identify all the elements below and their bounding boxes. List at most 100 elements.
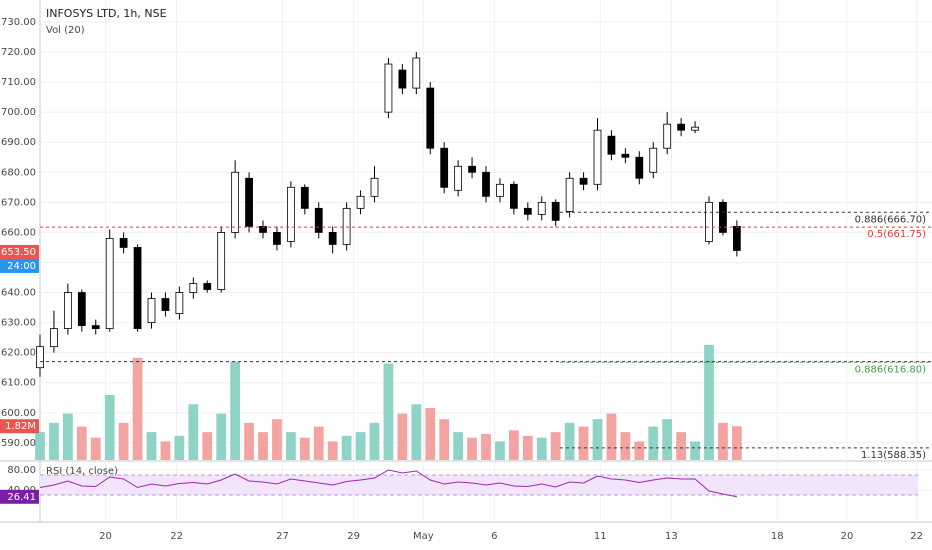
last-volume-box [0,419,39,434]
volume-bar [369,422,380,460]
candle-body [579,177,588,185]
volume-bar [495,441,505,460]
volume-bar [676,432,687,460]
chart-title: INFOSYS LTD, 1h, NSE [46,7,167,20]
candle-body [551,201,560,221]
candle-body [77,292,86,327]
volume-bar [104,395,115,460]
volume-bar [132,357,143,460]
volume-bar [550,432,561,460]
volume-bar [411,404,422,460]
volume-bar [244,422,254,460]
y-tick-label: 620.00 [1,348,36,359]
volume-bar [62,413,73,460]
volume-bar [467,437,477,460]
candle-body [691,126,699,131]
volume-bar [174,435,185,460]
candle-body [203,283,212,290]
candle-body [119,238,128,248]
candle-body [509,183,518,209]
candle-body [63,292,72,330]
volume-bar [481,434,491,460]
candle-body [607,135,616,155]
candle-body [147,298,156,324]
candle-body [482,171,490,197]
volume-title: Vol (20) [46,25,85,36]
candle-body [593,129,602,185]
rsi-title: RSI (14, close) [46,466,118,477]
candle-body [105,238,114,330]
volume-bar [383,363,394,460]
candle-body [356,195,365,209]
volume-bar [508,430,519,460]
volume-bar [49,422,59,460]
x-tick-label: 27 [276,531,289,542]
volume-bar [536,437,547,460]
candle-body [496,183,504,197]
volume-bar [258,432,268,460]
y-tick-label: 700.00 [1,107,36,118]
countdown: 24:00 [7,261,36,272]
candle-body [412,57,421,89]
volume-bar [578,426,589,460]
volume-bar [327,441,338,460]
last-price: 653.50 [1,247,36,258]
candle-body [635,156,644,179]
last-price-box [0,244,39,259]
last-rsi: 26.41 [7,492,36,503]
volume-bar [341,435,352,460]
volume-bar [634,441,645,460]
candle-body [621,153,630,158]
rsi-band [40,475,919,495]
candle-body [565,177,574,212]
x-tick-label: 6 [491,531,497,542]
volume-bar [272,419,282,460]
candle-body [663,123,672,149]
candle-body [342,207,351,245]
candle-body [328,232,337,245]
volume-bar [146,432,157,460]
x-tick-label: 13 [665,531,678,542]
candle-body [649,147,658,173]
y-tick-label: 730.00 [1,17,36,28]
candle-body [398,69,407,89]
candle-body [732,225,741,251]
y-tick-label: 630.00 [1,318,36,329]
rsi-line [39,469,737,498]
candle-body [705,201,713,242]
volume-bar [662,419,673,460]
candle-body [273,232,281,245]
candle-body [468,165,476,173]
y-tick-label: 590.00 [1,438,36,449]
fib-label: 0.886(666.70) [855,214,927,225]
volume-bar [397,413,408,460]
volume-bar [76,426,87,460]
volume-bar [230,361,241,460]
candle-body [314,207,323,233]
y-tick-label: 610.00 [1,378,36,389]
volume-bar [202,432,213,460]
x-tick-label: 18 [771,531,784,542]
volume-bar [704,344,714,460]
volume-bar [35,432,45,460]
candle-body [175,292,184,314]
candle-body [50,328,58,348]
candle-body [259,225,267,233]
candle-body [36,346,44,369]
x-tick-label: 22 [910,531,923,542]
candle-body [91,325,100,330]
volume-bar [160,441,171,460]
volume-bar [731,426,742,460]
fib-label: 0.5(661.75) [867,229,926,240]
y-tick-label: 670.00 [1,197,36,208]
x-tick-label: 11 [594,531,607,542]
last-rsi-box [0,489,39,504]
candle-body [537,201,546,215]
candle-body [426,87,435,149]
y-tick-label: 600.00 [1,408,36,419]
countdown-box [0,258,39,273]
candle-body [719,201,727,233]
candle-body [677,123,686,131]
candle-body [370,177,379,197]
